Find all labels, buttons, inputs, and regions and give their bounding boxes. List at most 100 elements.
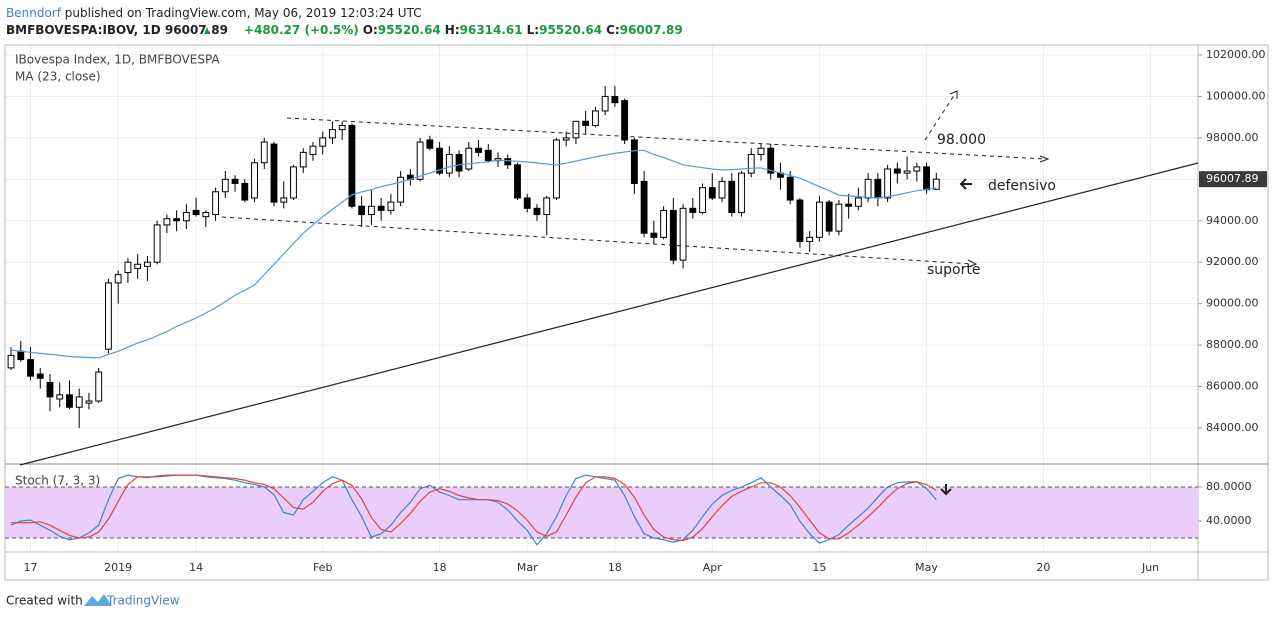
candle-body [591, 110, 599, 126]
grid: 84000.00 86000.00 88000.00 90000.00 92000.00… [5, 45, 1266, 574]
candle-body [504, 158, 512, 166]
candle-body [484, 149, 492, 162]
change: +480.27 (+0.5%) [244, 23, 359, 37]
x-tick-label: 20 [1036, 561, 1050, 574]
x-tick-label: Mar [517, 561, 538, 574]
candle-body [874, 178, 882, 199]
arrowhead [949, 90, 958, 99]
stoch-band [5, 487, 1198, 538]
annotation: 98.000 [937, 132, 986, 148]
candle-body [212, 191, 219, 216]
candle-body [475, 147, 482, 153]
candle-body [153, 224, 161, 263]
x-tick-label: Jun [1141, 561, 1159, 574]
candle-body [796, 199, 804, 242]
candle-body [601, 95, 609, 112]
candle-body [134, 263, 142, 269]
marks: 96007.89 [7, 86, 1267, 428]
candle-body [56, 394, 64, 400]
candle-body [348, 124, 356, 207]
x-tick-label: May [915, 561, 938, 574]
candle-body [630, 139, 638, 184]
c-value: 96007.89 [620, 23, 683, 37]
frame [4, 44, 1269, 581]
ma-line [10, 149, 937, 359]
candle-body [367, 205, 375, 216]
candle-body [893, 168, 901, 174]
candle-body [436, 147, 444, 174]
o-value: 95520.64 [378, 23, 441, 37]
x-tick-label: 2019 [104, 561, 132, 574]
candle-body [932, 178, 940, 190]
candle-body [718, 180, 726, 199]
candle-body [358, 205, 366, 216]
candle-body [679, 207, 687, 261]
candle-body [523, 197, 531, 209]
symbol-line: BMFBOVESPA:IBOV, 1D 96007.89 +480.27 (+0.… [6, 23, 683, 37]
candle-body [864, 178, 872, 199]
y-tick-label: 102000.00 [1206, 48, 1266, 61]
candle-body [416, 141, 424, 180]
candle-body [319, 137, 327, 147]
candle-body [66, 394, 73, 408]
author[interactable]: Benndorf [6, 6, 62, 20]
candle-body [640, 180, 648, 234]
candle-body [182, 211, 190, 222]
logo-icon [84, 594, 112, 606]
candle-body [299, 151, 307, 168]
breakout-arrow [924, 93, 956, 141]
chart-title: IBovespa Index, 1D, BMFBOVESPA [15, 53, 220, 67]
stoch-pane: 40.0000 80.0000 [5, 474, 1252, 546]
stoch-title: Stoch (7, 3, 3) [15, 474, 100, 488]
x-tick-label: Feb [313, 561, 332, 574]
candle-body [611, 95, 619, 104]
candle-body [913, 166, 921, 172]
annotation: defensivo [988, 178, 1056, 194]
candle-body [387, 201, 395, 211]
candle-body [903, 170, 911, 174]
candle-body [221, 178, 229, 193]
candle-body [767, 147, 775, 174]
candle-body [202, 211, 210, 218]
candle-body [397, 176, 405, 203]
candle-body [231, 178, 239, 184]
channel-bottom [221, 216, 973, 265]
candle-body [786, 176, 794, 201]
l-value: 95520.64 [539, 23, 602, 37]
up-arrow-icon [204, 27, 210, 34]
candle-body [660, 209, 668, 238]
candle-body [669, 209, 677, 261]
x-tick-label: 17 [24, 561, 38, 574]
candle-body [455, 153, 463, 172]
candle-body [747, 153, 755, 174]
candle-body [17, 350, 25, 361]
candle-body [757, 147, 765, 155]
candle-body [251, 162, 258, 199]
candle-body [582, 120, 590, 126]
candle-body [621, 100, 629, 141]
candle-body [816, 201, 823, 238]
x-tick-label: 18 [433, 561, 447, 574]
y-tick-label: 86000.00 [1206, 380, 1259, 393]
candle-body [163, 218, 171, 226]
down-arrow [940, 484, 952, 496]
candle-body [572, 120, 580, 139]
candle-body [329, 129, 336, 139]
price: 96007.89 [165, 23, 228, 37]
x-tick-label: Apr [703, 561, 723, 574]
candle-body [95, 371, 103, 402]
candle-body [75, 396, 83, 408]
candle-body [465, 147, 473, 170]
candle-body [806, 236, 814, 242]
candle-body [728, 180, 736, 213]
candle-body [533, 207, 541, 216]
ma-label: MA (23, close) [15, 70, 101, 84]
candle-body [426, 139, 434, 149]
footer-brand[interactable]: TradingView [106, 594, 180, 608]
published: published on TradingView.com, May 06, 20… [65, 6, 422, 20]
candle-body [124, 261, 132, 274]
left-arrow [959, 178, 972, 190]
